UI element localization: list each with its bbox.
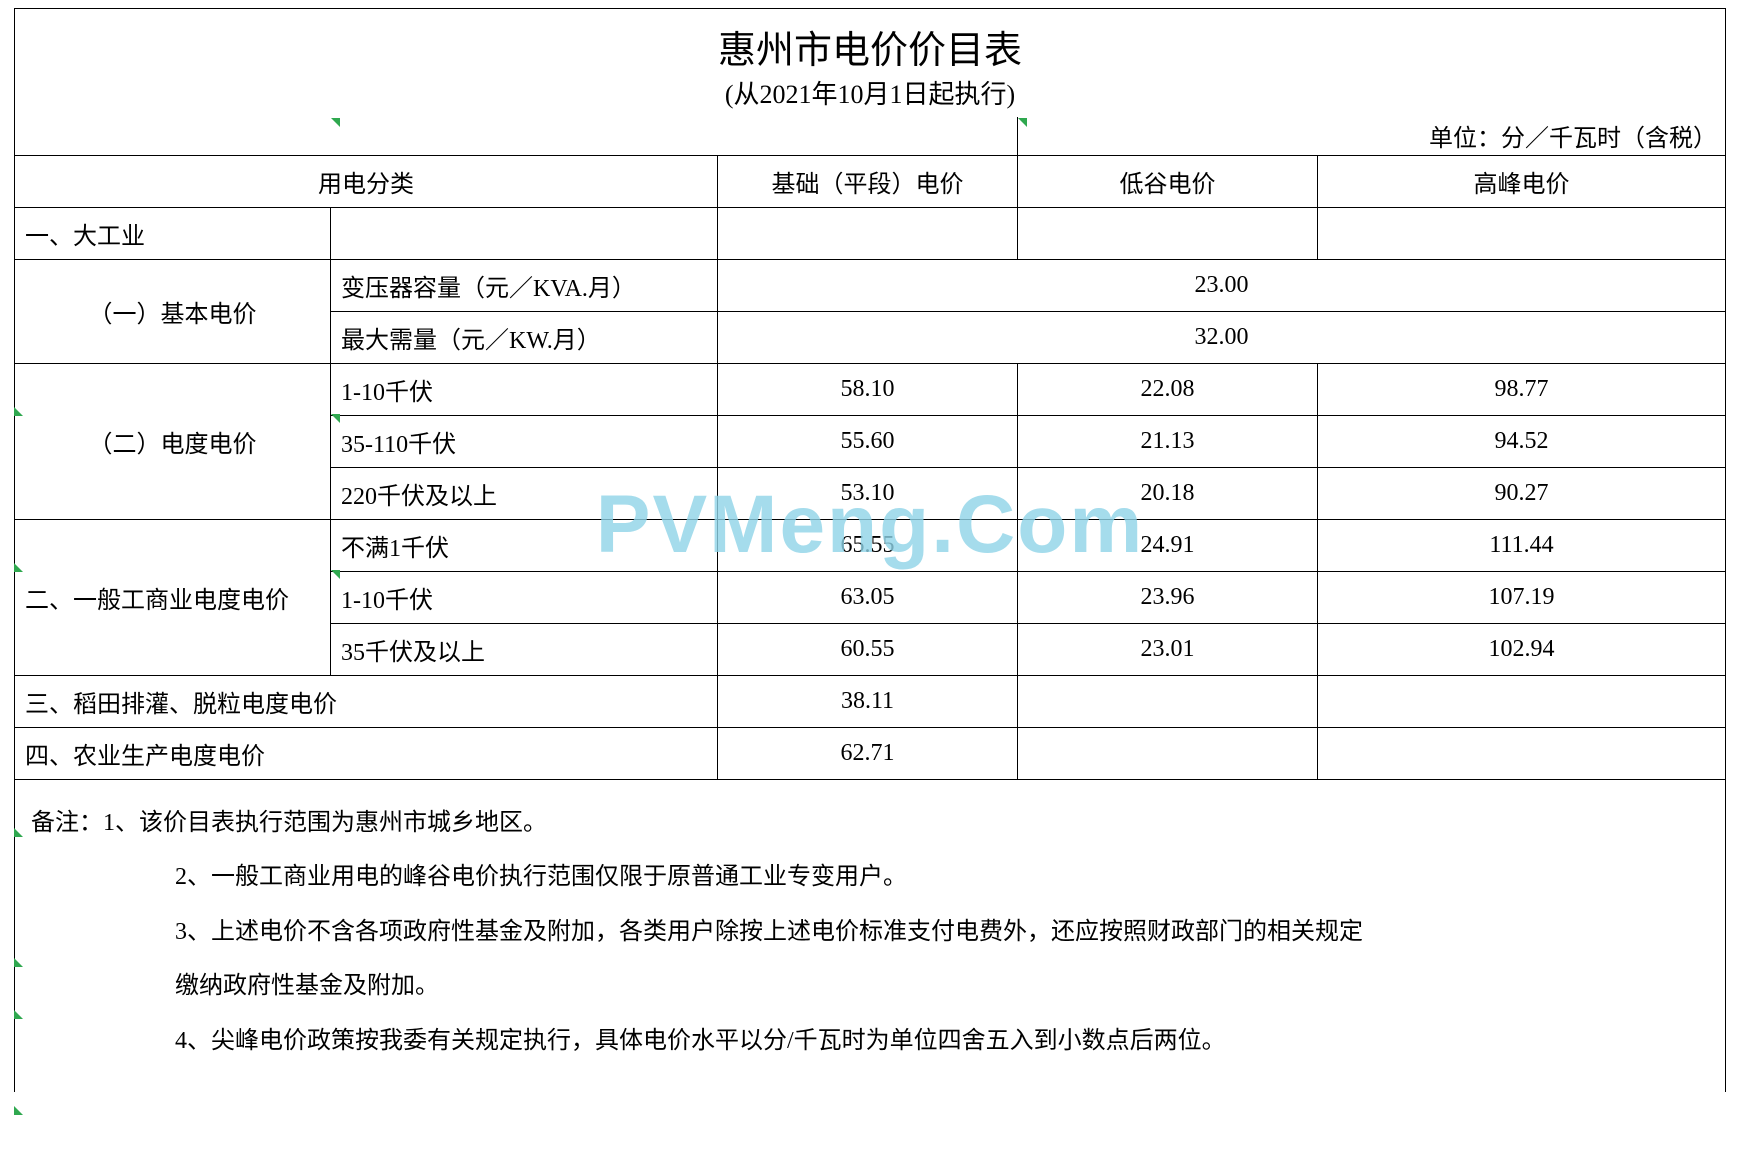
table-row: 一、大工业: [15, 208, 1726, 260]
title-wrap: 惠州市电价价目表 (从2021年10月1日起执行): [14, 8, 1726, 117]
note-2: 2、一般工商业用电的峰谷电价执行范围仅限于原普通工业专变用户。: [25, 850, 1725, 904]
cell-value: 53.10: [718, 468, 1018, 520]
section-1-label: 一、大工业: [15, 208, 331, 260]
cell-label: 1-10千伏: [331, 364, 718, 416]
cell-value: 107.19: [1318, 572, 1726, 624]
cell: [1318, 208, 1726, 260]
cell-value: 94.52: [1318, 416, 1726, 468]
cell-value: 38.11: [718, 676, 1018, 728]
note-3b: 缴纳政府性基金及附加。: [25, 959, 1725, 1013]
cell-value: 98.77: [1318, 364, 1726, 416]
cell-value: 58.10: [718, 364, 1018, 416]
col-category: 用电分类: [15, 156, 718, 208]
cell-label: 最大需量（元／KW.月）: [331, 312, 718, 364]
cell-value: 24.91: [1018, 520, 1318, 572]
page-subtitle: (从2021年10月1日起执行): [15, 74, 1725, 117]
cell-label: 1-10千伏: [331, 572, 718, 624]
comment-marker-bl-icon: [14, 828, 23, 837]
cell-value: 62.71: [718, 728, 1018, 780]
cell-value: 60.55: [718, 624, 1018, 676]
section-2-label: 二、一般工商业电度电价: [15, 520, 331, 676]
comment-marker-tr-icon: [331, 118, 340, 127]
cell-value: 55.60: [718, 416, 1018, 468]
note-1: 备注：1、该价目表执行范围为惠州市城乡地区。: [25, 796, 1725, 850]
price-table: 用电分类 基础（平段）电价 低谷电价 高峰电价 一、大工业 （一）基本电价 变压…: [14, 155, 1726, 780]
unit-row: 单位：分／千瓦时（含税）: [14, 117, 1726, 155]
col-valley: 低谷电价: [1018, 156, 1318, 208]
cell-value: 102.94: [1318, 624, 1726, 676]
table-header-row: 用电分类 基础（平段）电价 低谷电价 高峰电价: [15, 156, 1726, 208]
unit-label: 单位：分／千瓦时（含税）: [1429, 118, 1717, 153]
cell-value: 32.00: [718, 312, 1726, 364]
comment-marker-bl-icon: [14, 1106, 23, 1115]
cell-label: 变压器容量（元／KVA.月）: [331, 260, 718, 312]
section-4-label: 四、农业生产电度电价: [15, 728, 718, 780]
cell: [1318, 728, 1726, 780]
cell-value: 90.27: [1318, 468, 1726, 520]
cell: [1318, 676, 1726, 728]
comment-marker-bl-icon: [14, 407, 23, 416]
comment-marker-tr-icon: [331, 414, 340, 423]
cell-label: 35-110千伏: [331, 416, 718, 468]
cell: [1018, 676, 1318, 728]
table-row: 三、稻田排灌、脱粒电度电价 38.11: [15, 676, 1726, 728]
table-row: （一）基本电价 变压器容量（元／KVA.月） 23.00: [15, 260, 1726, 312]
table-row: （二）电度电价 1-10千伏 58.10 22.08 98.77: [15, 364, 1726, 416]
col-peak: 高峰电价: [1318, 156, 1726, 208]
section-1a-label: （一）基本电价: [15, 260, 331, 364]
notes: 备注：1、该价目表执行范围为惠州市城乡地区。 2、一般工商业用电的峰谷电价执行范…: [14, 780, 1726, 1092]
col-base: 基础（平段）电价: [718, 156, 1018, 208]
comment-marker-tr-icon: [1018, 118, 1027, 127]
cell-value: 63.05: [718, 572, 1018, 624]
section-1b-label: （二）电度电价: [15, 364, 331, 520]
comment-marker-bl-icon: [14, 958, 23, 967]
comment-marker-bl-icon: [14, 563, 23, 572]
cell-label: 不满1千伏: [331, 520, 718, 572]
cell-value: 20.18: [1018, 468, 1318, 520]
cell-value: 23.96: [1018, 572, 1318, 624]
table-row: 二、一般工商业电度电价 不满1千伏 65.55 24.91 111.44: [15, 520, 1726, 572]
cell: [1018, 208, 1318, 260]
comment-marker-bl-icon: [14, 1010, 23, 1019]
cell: [331, 208, 718, 260]
cell-value: 65.55: [718, 520, 1018, 572]
cell-value: 23.01: [1018, 624, 1318, 676]
page: 惠州市电价价目表 (从2021年10月1日起执行) 单位：分／千瓦时（含税） 用…: [0, 8, 1740, 1092]
cell-label: 35千伏及以上: [331, 624, 718, 676]
cell: [1018, 728, 1318, 780]
cell-label: 220千伏及以上: [331, 468, 718, 520]
cell-value: 21.13: [1018, 416, 1318, 468]
cell-value: 22.08: [1018, 364, 1318, 416]
note-3a: 3、上述电价不含各项政府性基金及附加，各类用户除按上述电价标准支付电费外，还应按…: [25, 905, 1725, 959]
section-3-label: 三、稻田排灌、脱粒电度电价: [15, 676, 718, 728]
cell-value: 23.00: [718, 260, 1726, 312]
table-row: 四、农业生产电度电价 62.71: [15, 728, 1726, 780]
note-4: 4、尖峰电价政策按我委有关规定执行，具体电价水平以分/千瓦时为单位四舍五入到小数…: [25, 1014, 1725, 1068]
comment-marker-tr-icon: [331, 570, 340, 579]
cell: [718, 208, 1018, 260]
cell-value: 111.44: [1318, 520, 1726, 572]
page-title: 惠州市电价价目表: [15, 9, 1725, 74]
